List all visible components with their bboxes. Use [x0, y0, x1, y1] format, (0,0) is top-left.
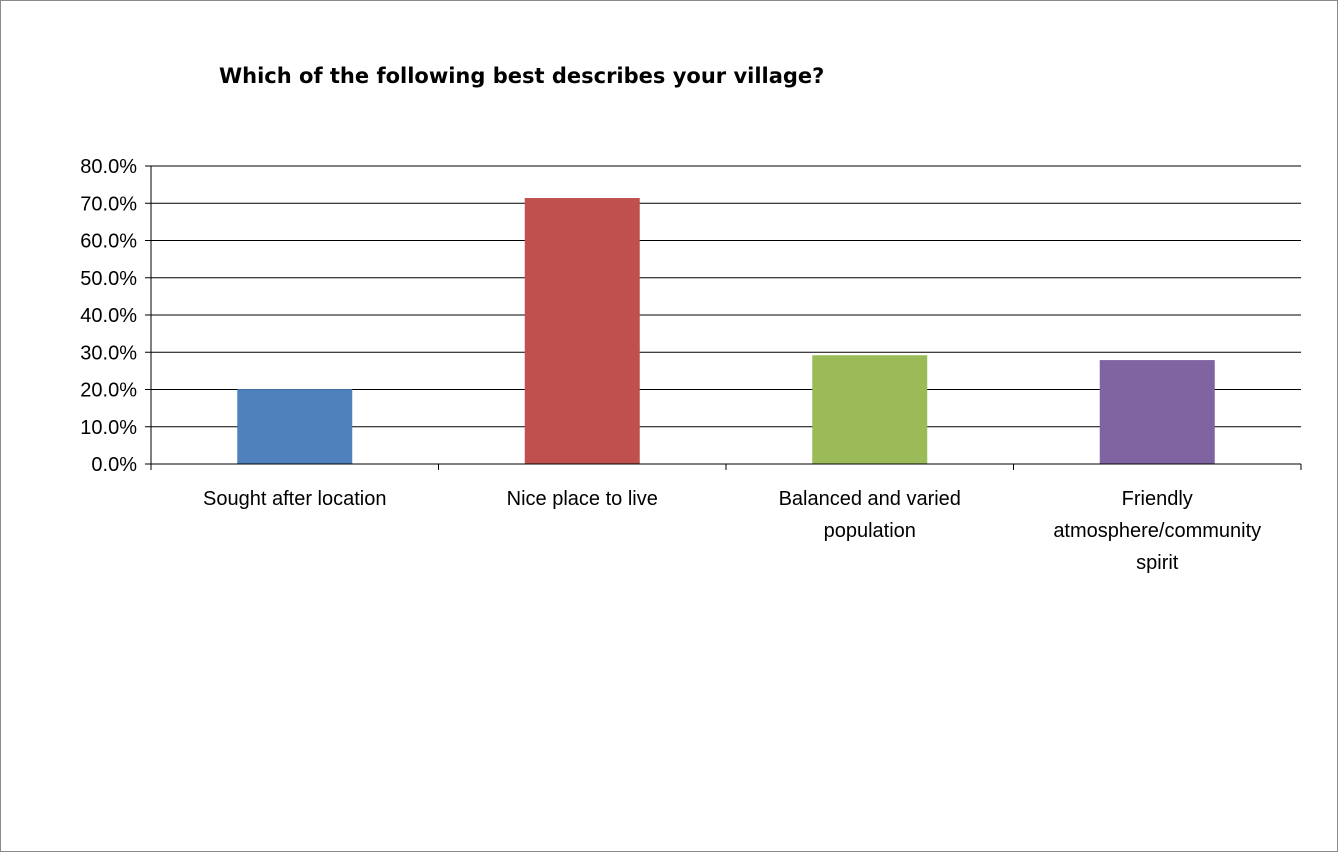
- x-category-label: Nice place to live: [507, 488, 658, 510]
- x-category-label: Sought after location: [203, 488, 386, 510]
- chart-title: Which of the following best describes yo…: [219, 64, 824, 88]
- axes: [145, 165, 1302, 470]
- y-tick-label: 60.0%: [80, 231, 137, 253]
- bar: [812, 355, 928, 464]
- x-category-label: Friendly atmosphere/community spirit: [1053, 488, 1261, 574]
- y-tick-label: 80.0%: [80, 156, 137, 178]
- x-category-label: Balanced and varied population: [779, 488, 961, 542]
- x-axis-category-labels: Sought after location Nice place to live B…: [203, 488, 1261, 574]
- bar: [1099, 360, 1215, 464]
- y-tick-label: 20.0%: [80, 380, 137, 402]
- y-tick-label: 0.0%: [91, 454, 137, 476]
- bars: [237, 198, 1215, 464]
- y-tick-label: 10.0%: [80, 417, 137, 439]
- y-axis-tick-labels: 0.0% 10.0% 20.0% 30.0% 40.0% 50.0% 60.0% 70.0% 8…: [80, 156, 137, 476]
- y-tick-label: 70.0%: [80, 193, 137, 215]
- y-tick-label: 50.0%: [80, 268, 137, 290]
- bar: [237, 389, 353, 464]
- bar: [524, 198, 640, 464]
- y-tick-label: 40.0%: [80, 305, 137, 327]
- y-tick-label: 30.0%: [80, 342, 137, 364]
